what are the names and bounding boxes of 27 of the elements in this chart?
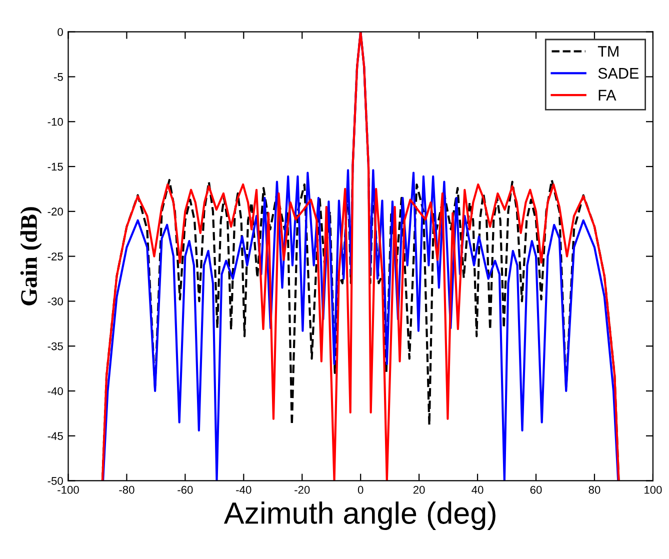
legend-label: TM (598, 46, 618, 57)
x-tick-label: 60 (530, 486, 542, 494)
y-tick-label: -20 (48, 208, 63, 216)
x-tick-label: -60 (178, 486, 193, 494)
x-tick-label: 40 (472, 486, 484, 494)
y-tick-label: -45 (48, 432, 63, 440)
y-tick-label: -15 (48, 162, 63, 171)
y-axis-title: Gain (dB) (20, 207, 42, 306)
y-tick-label: -40 (48, 387, 63, 396)
legend-label: SADE (598, 68, 639, 79)
x-tick-label: 100 (644, 486, 662, 494)
x-tick-label: 0 (358, 486, 364, 494)
y-tick-label: -5 (54, 73, 63, 81)
x-tick-label: -20 (294, 486, 310, 494)
x-tick-label: -40 (236, 486, 252, 494)
x-tick-label: -100 (58, 486, 79, 494)
x-tick-label: 80 (588, 486, 600, 494)
x-tick-label: -80 (119, 486, 134, 494)
y-tick-label: -50 (48, 477, 63, 485)
y-tick-label: -25 (48, 252, 63, 260)
y-tick-label: -30 (48, 297, 63, 306)
y-tick-label: 0 (58, 28, 63, 36)
legend-label: FA (598, 90, 616, 100)
y-tick-label: -10 (48, 118, 63, 126)
y-tick-label: -35 (48, 342, 63, 350)
x-tick-label: 20 (413, 486, 425, 494)
x-axis-title: Azimuth angle (deg) (224, 502, 496, 530)
